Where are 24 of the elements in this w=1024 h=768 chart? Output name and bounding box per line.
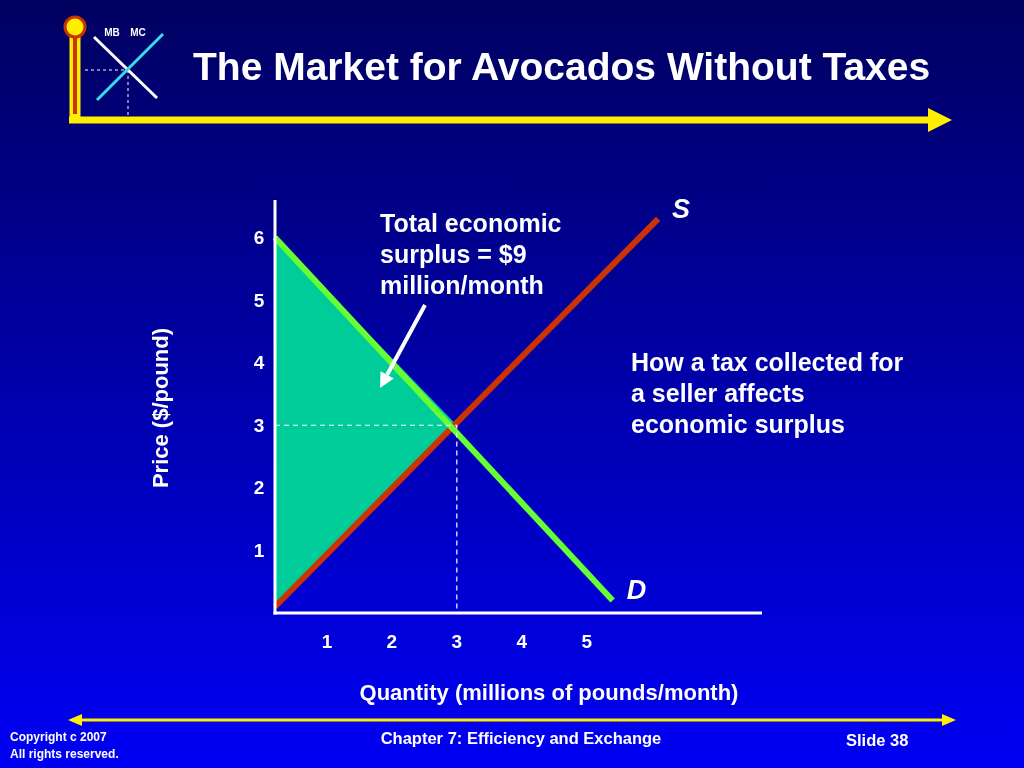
- text: Copyright c 2007: [10, 730, 108, 744]
- y-tick-label: 5: [253, 289, 265, 311]
- y-tick-label: 3: [253, 414, 265, 436]
- chart-title: The Market for Avocados Without Taxes: [193, 45, 931, 88]
- y-tick-label: 1: [253, 540, 265, 562]
- annotation: How a tax collected for a seller affects economic surplus: [631, 348, 904, 438]
- x-axis-title: Quantity (millions of pounds/month): [359, 680, 739, 705]
- x-tick-label: 2: [386, 631, 398, 652]
- y-tick-label: 6: [253, 227, 265, 249]
- series-label: D: [626, 575, 647, 606]
- x-tick-label: 1: [321, 631, 333, 652]
- text: All rights reserved.: [10, 747, 119, 761]
- text: MC: [130, 27, 146, 38]
- x-tick-label: 5: [581, 631, 593, 652]
- text: Slide 38: [846, 731, 909, 749]
- x-tick-label: 3: [451, 631, 463, 652]
- y-tick-label: 4: [253, 352, 265, 374]
- annotation: Total economic surplus = $9 million/month: [380, 209, 562, 299]
- text: MB: [104, 27, 120, 38]
- text: Chapter 7: Efficiency and Exchange: [380, 729, 662, 747]
- series-label: S: [672, 193, 691, 224]
- y-axis-title: Price ($/pound): [148, 327, 173, 489]
- x-tick-label: 4: [516, 631, 528, 652]
- y-tick-label: 2: [253, 477, 265, 499]
